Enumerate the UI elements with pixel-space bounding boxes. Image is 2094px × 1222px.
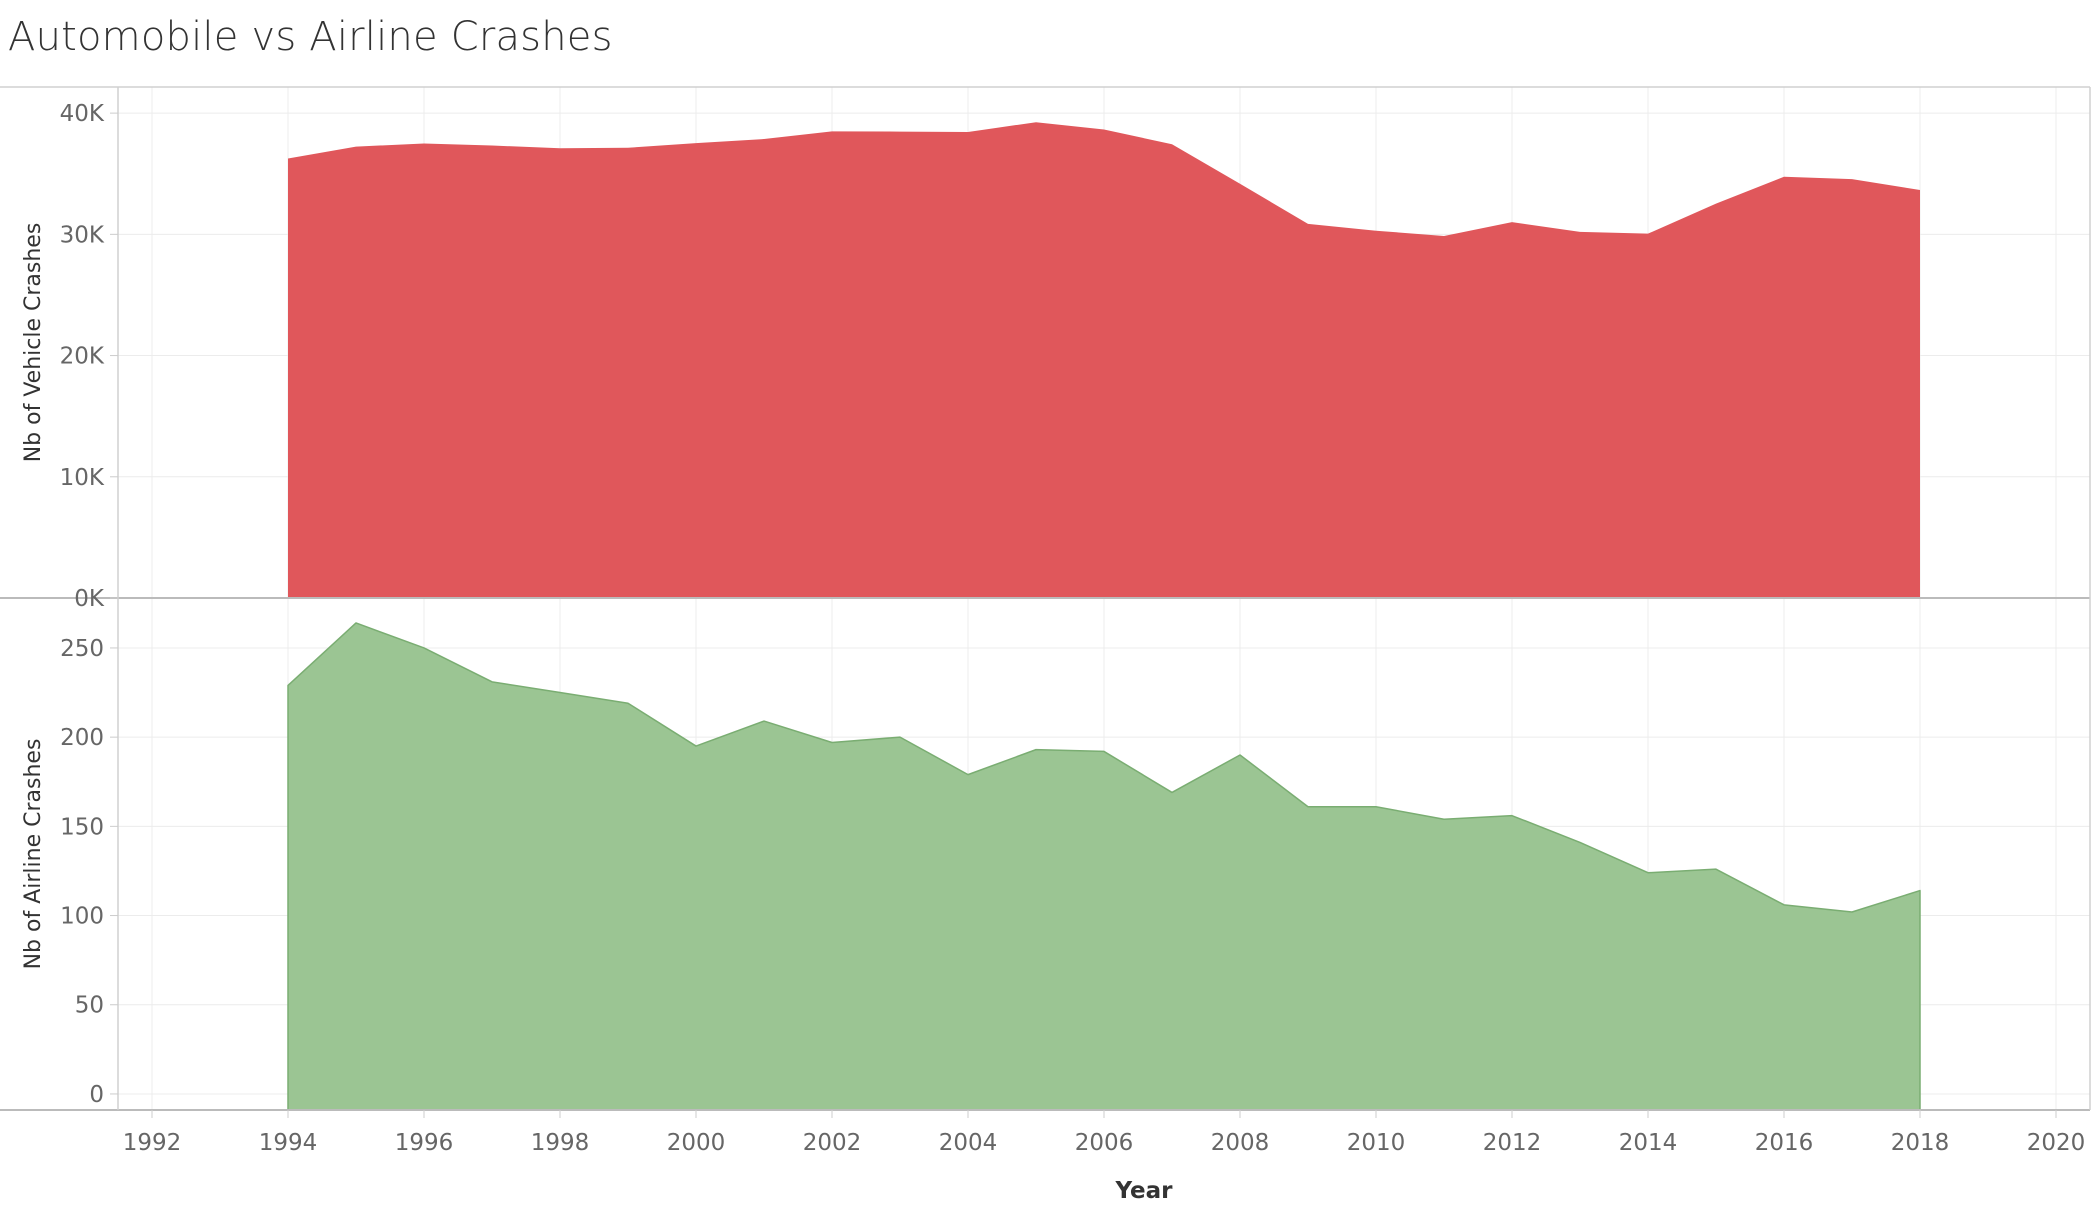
x-tick-label: 1998 xyxy=(531,1130,590,1156)
area-layer xyxy=(287,122,1921,1111)
y-tick-label: 0K xyxy=(74,586,105,612)
y-axis-title-vehicle: Nb of Vehicle Crashes xyxy=(21,223,46,463)
y-tick-label: 40K xyxy=(60,101,105,127)
airline-crashes-area xyxy=(287,622,1921,1111)
x-tick-label: 2020 xyxy=(2027,1130,2086,1156)
y-tick-label: 20K xyxy=(60,344,105,370)
y-tick-label: 150 xyxy=(60,814,104,840)
x-tick-label: 2004 xyxy=(939,1130,998,1156)
x-tick-label: 2000 xyxy=(667,1130,726,1156)
tick-layer: 0K 10K 20K 30K 40K 0 50 100 150 200 250 1992 1994 199… xyxy=(60,101,2086,1156)
y-tick-label: 200 xyxy=(60,725,104,751)
chart-title: Automobile vs Airline Crashes xyxy=(8,14,613,60)
y-tick-label: 30K xyxy=(60,222,105,248)
label-layer: Nb of Vehicle Crashes Nb of Airline Crash… xyxy=(21,223,1173,1204)
frame-layer xyxy=(0,86,2091,1111)
x-tick-label: 2016 xyxy=(1755,1130,1814,1156)
vehicle-crashes-area xyxy=(288,122,1920,598)
y-tick-label: 10K xyxy=(60,465,105,491)
y-tick-label: 250 xyxy=(60,636,104,662)
x-tick-label: 2006 xyxy=(1075,1130,1134,1156)
x-tick-label: 2014 xyxy=(1619,1130,1678,1156)
x-tick-label: 1994 xyxy=(259,1130,318,1156)
x-tick-label: 2010 xyxy=(1347,1130,1406,1156)
x-tick-label: 1996 xyxy=(395,1130,454,1156)
x-axis-title: Year xyxy=(1114,1178,1173,1204)
y-tick-label: 50 xyxy=(75,993,104,1019)
x-tick-label: 2002 xyxy=(803,1130,862,1156)
x-tick-label: 2018 xyxy=(1891,1130,1950,1156)
y-tick-label: 100 xyxy=(60,904,104,930)
x-tick-label: 1992 xyxy=(123,1130,182,1156)
x-tick-label: 2012 xyxy=(1483,1130,1542,1156)
y-tick-label: 0 xyxy=(89,1082,104,1108)
y-axis-title-airline: Nb of Airline Crashes xyxy=(21,739,46,970)
x-tick-label: 2008 xyxy=(1211,1130,1270,1156)
